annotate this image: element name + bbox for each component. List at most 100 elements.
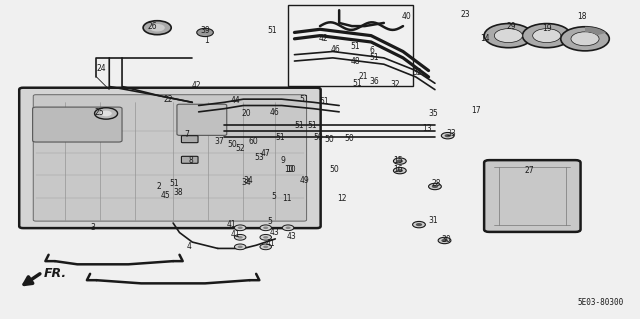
Text: 51: 51 [319, 97, 330, 106]
Text: 31: 31 [429, 216, 438, 225]
Text: 51: 51 [308, 121, 317, 130]
Circle shape [413, 221, 426, 228]
Circle shape [484, 24, 532, 48]
Text: 19: 19 [542, 24, 552, 33]
Circle shape [260, 225, 271, 231]
Text: 33: 33 [446, 129, 456, 138]
Text: 9: 9 [280, 156, 285, 165]
Text: 40: 40 [401, 12, 411, 21]
Text: 7: 7 [185, 130, 189, 139]
Text: 15: 15 [393, 156, 403, 165]
Text: 29: 29 [507, 22, 516, 31]
Text: 14: 14 [480, 34, 490, 43]
Circle shape [445, 134, 451, 137]
FancyBboxPatch shape [181, 136, 198, 143]
Circle shape [394, 158, 406, 164]
Text: 45: 45 [161, 190, 170, 200]
Circle shape [263, 236, 268, 239]
Circle shape [438, 237, 451, 244]
Text: 4: 4 [187, 242, 191, 251]
Text: 50: 50 [329, 165, 339, 174]
Text: 50: 50 [324, 135, 335, 144]
Text: 5: 5 [271, 191, 276, 201]
Text: 8: 8 [189, 156, 193, 165]
Text: 47: 47 [261, 149, 271, 158]
Text: 16: 16 [393, 165, 403, 174]
FancyBboxPatch shape [33, 107, 122, 142]
Text: 18: 18 [577, 12, 587, 21]
Circle shape [442, 239, 448, 242]
Text: 5E03-80300: 5E03-80300 [577, 298, 623, 307]
Circle shape [234, 244, 246, 250]
Circle shape [397, 169, 403, 172]
Text: 51: 51 [295, 121, 305, 130]
Text: 51: 51 [350, 42, 360, 51]
Circle shape [260, 234, 271, 240]
Text: 23: 23 [461, 10, 470, 19]
Text: 50: 50 [227, 140, 237, 149]
Text: 50: 50 [314, 133, 324, 142]
Text: 49: 49 [299, 176, 309, 185]
Text: 38: 38 [173, 188, 183, 197]
Circle shape [397, 160, 403, 163]
Text: 53: 53 [255, 153, 264, 162]
Text: 25: 25 [95, 108, 104, 117]
Circle shape [263, 246, 268, 248]
Circle shape [494, 29, 522, 43]
Text: 44: 44 [231, 96, 241, 105]
Text: 27: 27 [525, 166, 534, 175]
Text: 46: 46 [269, 108, 279, 117]
Text: 1: 1 [204, 36, 209, 45]
Circle shape [429, 183, 442, 190]
Text: 41: 41 [266, 239, 275, 248]
Text: 34: 34 [244, 176, 253, 185]
Circle shape [150, 24, 165, 32]
Circle shape [260, 244, 271, 250]
Text: 48: 48 [350, 57, 360, 66]
Text: 12: 12 [338, 194, 347, 203]
Text: 43: 43 [286, 232, 296, 241]
Text: 11: 11 [282, 194, 292, 203]
Text: 51: 51 [276, 133, 285, 142]
Text: 42: 42 [192, 81, 202, 90]
Text: 22: 22 [163, 95, 173, 104]
Text: FR.: FR. [44, 267, 67, 280]
FancyBboxPatch shape [33, 95, 307, 221]
Text: 32: 32 [412, 68, 422, 77]
Text: 30: 30 [442, 235, 451, 244]
Text: 42: 42 [318, 34, 328, 43]
Circle shape [416, 223, 422, 226]
Text: 60: 60 [248, 137, 258, 145]
Text: 34: 34 [242, 178, 252, 187]
Text: 5: 5 [268, 217, 273, 226]
Text: 32: 32 [390, 80, 400, 89]
Text: 43: 43 [269, 228, 279, 237]
FancyBboxPatch shape [177, 104, 227, 135]
Circle shape [237, 236, 243, 239]
FancyBboxPatch shape [484, 160, 580, 232]
Text: 21: 21 [358, 72, 368, 81]
Text: 36: 36 [369, 77, 379, 86]
Text: 51: 51 [369, 53, 379, 62]
Text: 20: 20 [242, 109, 252, 118]
Text: 41: 41 [227, 220, 237, 229]
Circle shape [571, 32, 599, 46]
Circle shape [522, 24, 571, 48]
Text: 10: 10 [287, 165, 296, 174]
Circle shape [532, 29, 561, 43]
Text: 51: 51 [268, 26, 277, 35]
Circle shape [143, 21, 172, 35]
Text: 26: 26 [147, 22, 157, 31]
Text: 3: 3 [91, 223, 96, 232]
Circle shape [394, 167, 406, 174]
Text: 2: 2 [157, 182, 161, 191]
Text: 39: 39 [200, 26, 210, 35]
Circle shape [432, 185, 438, 188]
Circle shape [237, 226, 243, 229]
Text: 50: 50 [344, 134, 354, 143]
Circle shape [282, 225, 294, 231]
Text: 52: 52 [236, 144, 245, 153]
Text: 6: 6 [370, 46, 375, 56]
FancyBboxPatch shape [181, 156, 198, 163]
Circle shape [234, 225, 246, 231]
